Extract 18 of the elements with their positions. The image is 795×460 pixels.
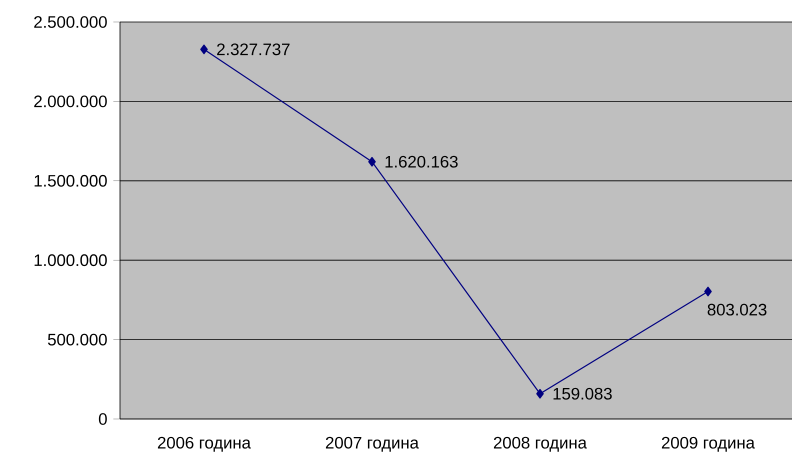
y-tick-label: 0 xyxy=(98,413,107,425)
x-tick-label: 2008 година xyxy=(494,436,587,452)
point xyxy=(704,286,712,296)
y-tick-label: 2.000.000 xyxy=(34,96,107,108)
data-label: 803.023 xyxy=(708,304,766,316)
data-label: 2.327.737 xyxy=(217,43,290,56)
point xyxy=(536,388,544,399)
y-tick-label: 1.500.000 xyxy=(34,174,107,187)
point xyxy=(368,156,376,167)
y-tick-label: 500.000 xyxy=(48,334,107,346)
x-tick-label: 2006 година xyxy=(158,436,251,452)
x-tick-label: 2009 година xyxy=(662,436,755,452)
y-tick-label: 2.500.000 xyxy=(34,16,107,28)
data-label: 159.083 xyxy=(554,388,612,400)
x-tick-label: 2007 година xyxy=(326,436,419,452)
y-tick-label: 1.000.000 xyxy=(34,254,107,266)
data-label: 1.620.163 xyxy=(386,156,458,168)
point xyxy=(200,44,208,54)
